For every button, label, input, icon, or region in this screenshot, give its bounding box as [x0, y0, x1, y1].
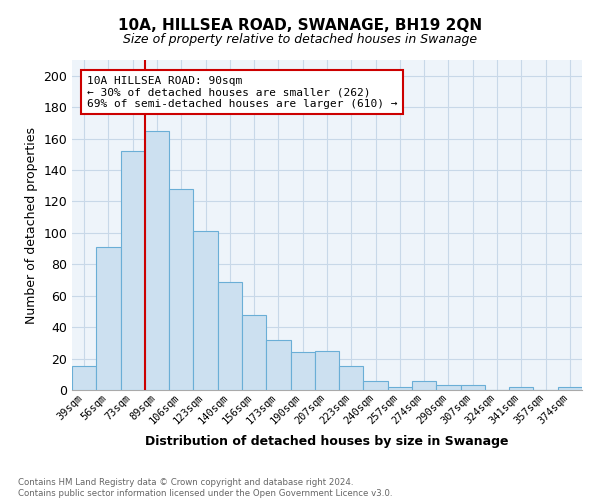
Bar — [509, 387, 533, 390]
Bar — [364, 380, 388, 390]
Bar — [339, 366, 364, 390]
Bar — [169, 189, 193, 390]
Text: 10A, HILLSEA ROAD, SWANAGE, BH19 2QN: 10A, HILLSEA ROAD, SWANAGE, BH19 2QN — [118, 18, 482, 32]
Bar — [315, 350, 339, 390]
Bar — [96, 247, 121, 390]
Bar — [412, 380, 436, 390]
Bar — [266, 340, 290, 390]
Bar — [218, 282, 242, 390]
Y-axis label: Number of detached properties: Number of detached properties — [25, 126, 38, 324]
Text: Size of property relative to detached houses in Swanage: Size of property relative to detached ho… — [123, 32, 477, 46]
Bar — [461, 386, 485, 390]
Bar — [388, 387, 412, 390]
Bar — [436, 386, 461, 390]
Bar — [242, 314, 266, 390]
Text: 10A HILLSEA ROAD: 90sqm
← 30% of detached houses are smaller (262)
69% of semi-d: 10A HILLSEA ROAD: 90sqm ← 30% of detache… — [86, 76, 397, 109]
Bar — [193, 232, 218, 390]
Text: Contains HM Land Registry data © Crown copyright and database right 2024.
Contai: Contains HM Land Registry data © Crown c… — [18, 478, 392, 498]
Bar — [558, 387, 582, 390]
Bar — [121, 151, 145, 390]
Bar — [290, 352, 315, 390]
Bar — [145, 130, 169, 390]
Bar — [72, 366, 96, 390]
X-axis label: Distribution of detached houses by size in Swanage: Distribution of detached houses by size … — [145, 434, 509, 448]
